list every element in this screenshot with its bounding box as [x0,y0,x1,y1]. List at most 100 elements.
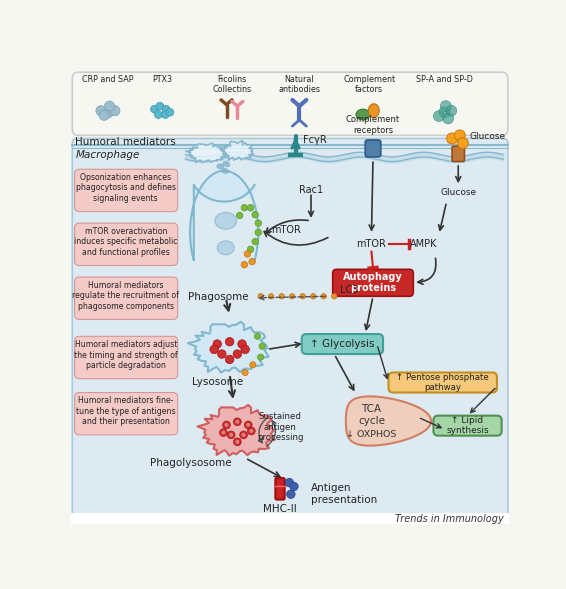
Circle shape [99,110,109,120]
Text: Antigen
presentation: Antigen presentation [311,484,378,505]
Circle shape [155,111,162,118]
FancyBboxPatch shape [75,223,178,266]
Circle shape [321,293,327,299]
Text: TCA
cycle: TCA cycle [358,404,385,426]
Polygon shape [186,143,225,163]
Circle shape [110,105,120,115]
Circle shape [162,105,170,113]
Text: Natural
antibodies: Natural antibodies [278,75,320,94]
Polygon shape [346,396,431,446]
Circle shape [300,293,306,299]
Circle shape [161,111,169,118]
Text: Humoral mediators adjust
the timing and strength of
particle degradation: Humoral mediators adjust the timing and … [74,340,178,370]
Circle shape [213,340,221,348]
FancyBboxPatch shape [302,334,383,354]
Circle shape [440,101,451,111]
Circle shape [245,421,252,429]
Circle shape [268,293,274,299]
Circle shape [233,350,242,358]
Polygon shape [198,405,275,456]
Circle shape [255,229,261,236]
Circle shape [285,478,294,487]
Text: LC3: LC3 [341,285,359,295]
Circle shape [252,211,259,218]
Text: ↑ Pentose phosphate
pathway: ↑ Pentose phosphate pathway [396,373,489,392]
Text: ↑ Lipid
synthesis: ↑ Lipid synthesis [446,416,489,435]
FancyBboxPatch shape [365,140,381,157]
FancyBboxPatch shape [434,416,501,436]
Circle shape [222,421,230,429]
Polygon shape [188,322,269,373]
Text: Phagolysosome: Phagolysosome [150,458,231,468]
Text: Humoral mediators
regulate the recruitment of
phagosome components: Humoral mediators regulate the recruitme… [72,281,179,310]
FancyBboxPatch shape [333,269,413,296]
Circle shape [210,345,218,353]
Ellipse shape [368,104,379,118]
Ellipse shape [217,241,234,254]
Circle shape [221,431,225,435]
Text: Complement
factors: Complement factors [343,75,395,94]
Circle shape [443,113,453,124]
Circle shape [220,429,228,436]
Text: PTX3: PTX3 [152,75,172,84]
Circle shape [229,433,233,437]
FancyBboxPatch shape [75,392,178,435]
Circle shape [250,362,256,368]
FancyBboxPatch shape [388,372,497,392]
Circle shape [434,111,444,121]
Circle shape [279,293,284,299]
Circle shape [241,345,250,353]
Circle shape [151,105,158,113]
Circle shape [242,433,246,437]
Circle shape [241,204,247,211]
Circle shape [255,333,260,339]
Circle shape [235,440,239,444]
Polygon shape [220,141,254,160]
Ellipse shape [224,161,230,167]
Text: Glucose: Glucose [469,133,505,141]
Text: Rac1: Rac1 [299,184,323,194]
Circle shape [255,220,261,226]
Circle shape [259,343,265,349]
Text: Opsonization enhances
phagocytosis and defines
signaling events: Opsonization enhances phagocytosis and d… [76,173,176,203]
Text: SP-A and SP-D: SP-A and SP-D [416,75,473,84]
Circle shape [249,259,255,265]
FancyBboxPatch shape [72,72,508,135]
Text: Ficolins
Collectins: Ficolins Collectins [212,75,251,94]
Circle shape [242,369,248,376]
Circle shape [457,138,468,148]
Ellipse shape [225,163,228,166]
Circle shape [247,427,255,435]
Ellipse shape [215,213,237,229]
Ellipse shape [218,165,222,167]
Circle shape [96,105,106,115]
Circle shape [244,251,251,257]
Circle shape [252,239,259,245]
Text: Lysosome: Lysosome [192,377,243,387]
Text: Macrophage: Macrophage [75,150,140,160]
Circle shape [166,108,174,116]
Circle shape [234,438,241,446]
Polygon shape [190,171,258,260]
Circle shape [332,293,337,299]
Circle shape [247,246,254,253]
Circle shape [286,490,295,498]
Text: Trends in Immunology: Trends in Immunology [395,514,504,524]
Ellipse shape [356,109,370,120]
FancyBboxPatch shape [75,277,178,319]
Text: Complement
receptors: Complement receptors [346,115,400,135]
FancyBboxPatch shape [275,478,285,499]
Text: mTOR overactivation
induces specific metabolic
and functional profiles: mTOR overactivation induces specific met… [74,227,178,257]
Circle shape [237,212,243,219]
Ellipse shape [223,170,227,172]
Circle shape [247,204,254,211]
Circle shape [447,133,457,144]
Ellipse shape [217,164,224,168]
Circle shape [225,355,234,363]
Circle shape [446,105,457,116]
Circle shape [258,293,263,299]
Circle shape [234,418,241,426]
Circle shape [225,423,229,427]
Text: FcγR: FcγR [303,135,327,145]
FancyBboxPatch shape [75,169,178,211]
